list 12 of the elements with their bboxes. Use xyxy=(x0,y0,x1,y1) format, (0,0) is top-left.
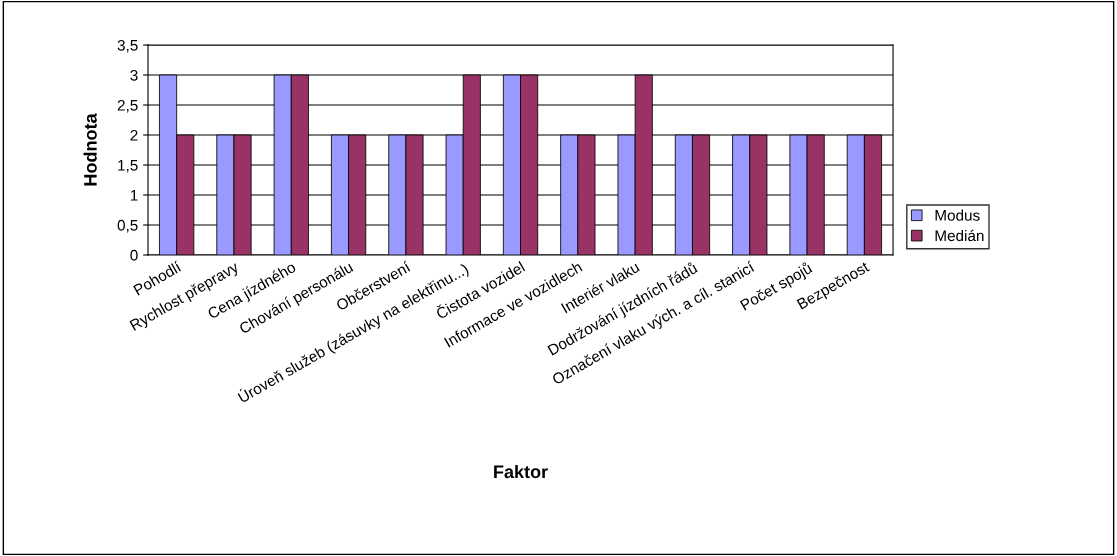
y-tick-label: 0 xyxy=(130,249,138,261)
legend-label: Modus xyxy=(935,209,980,221)
y-tick-label: 2 xyxy=(130,129,138,141)
legend-label: Medián xyxy=(935,229,984,242)
y-tick-label: 1,5 xyxy=(118,160,138,173)
x-axis-title: Faktor xyxy=(494,464,548,479)
y-tick-label: 0,5 xyxy=(117,219,138,233)
y-tick-label: 3,5 xyxy=(117,39,138,53)
y-tick-label: 2,5 xyxy=(117,99,138,113)
y-tick-label: 3 xyxy=(130,69,138,81)
y-axis-title: Hodnota xyxy=(83,113,97,186)
y-tick-label: 1 xyxy=(130,190,138,201)
